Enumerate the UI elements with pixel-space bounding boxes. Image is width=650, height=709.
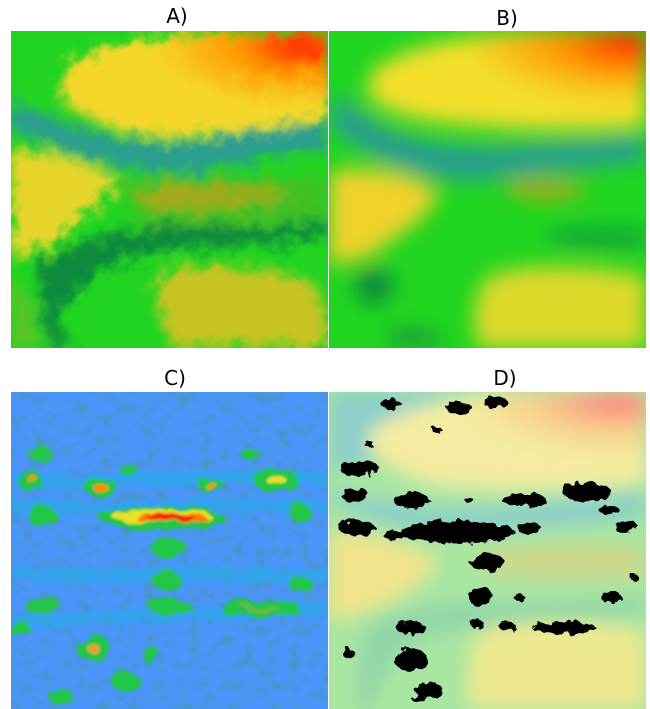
heightmap-b <box>329 31 646 348</box>
panel-d-label: D) <box>493 366 517 390</box>
panel-c-label: C) <box>164 366 186 390</box>
panel-a-image <box>11 31 328 348</box>
threshold-mask-blobs <box>339 396 638 702</box>
mask-overlay-d <box>329 392 646 709</box>
panel-c-image <box>11 392 328 709</box>
panel-b-image <box>329 31 646 348</box>
heightmap-a <box>11 31 328 348</box>
panel-b-label: B) <box>496 6 518 30</box>
noise-field-c <box>11 392 328 709</box>
panel-d-image <box>329 392 646 709</box>
panel-a-label: A) <box>166 4 188 28</box>
